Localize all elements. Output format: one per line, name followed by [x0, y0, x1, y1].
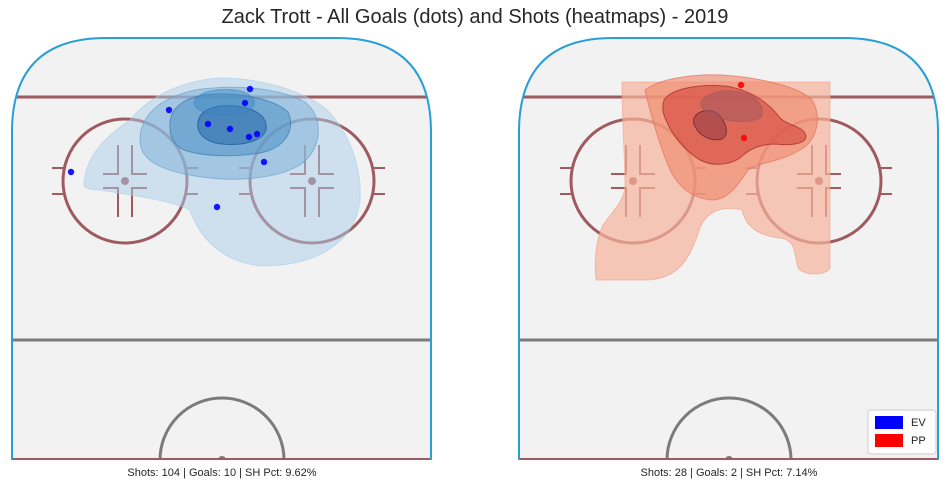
goal-dots-pp [737, 81, 748, 142]
density-level-5 [700, 90, 763, 123]
goal-dot [241, 99, 249, 107]
center-circle [158, 396, 286, 460]
goal-dot [204, 120, 212, 128]
goal-dot [246, 85, 254, 93]
legend-label-pp: PP [911, 435, 926, 447]
shot-heatmap-pp [594, 74, 831, 281]
goal-dot [213, 203, 221, 211]
boards [11, 37, 432, 460]
stats-caption-pp: Shots: 28 | Goals: 2 | SH Pct: 7.14% [641, 467, 818, 479]
density-level-5 [193, 89, 255, 117]
goal-dot [67, 168, 75, 176]
legend-swatch-pp [875, 434, 903, 447]
boards [518, 37, 939, 460]
goal-dot [260, 158, 268, 166]
shot-heatmap-ev [83, 77, 361, 267]
legend-label-ev: EV [911, 417, 926, 429]
center-circle [665, 396, 793, 460]
rink-right: Shots: 28 | Goals: 2 | SH Pct: 7.14% [518, 37, 939, 479]
goal-dot [226, 125, 234, 133]
goal-dot [740, 134, 748, 142]
goal-dot [737, 81, 745, 89]
goal-dot [245, 133, 253, 141]
goal-dots-ev [67, 85, 268, 211]
rink-left: Shots: 104 | Goals: 10 | SH Pct: 9.62% [11, 37, 432, 479]
goal-dot [165, 106, 173, 114]
legend: EV PP [867, 409, 937, 455]
goal-dot [253, 130, 261, 138]
chart-title: Zack Trott - All Goals (dots) and Shots … [221, 6, 729, 28]
stats-caption-ev: Shots: 104 | Goals: 10 | SH Pct: 9.62% [127, 467, 316, 479]
legend-swatch-ev [875, 416, 903, 429]
density-level-3 [662, 85, 807, 165]
